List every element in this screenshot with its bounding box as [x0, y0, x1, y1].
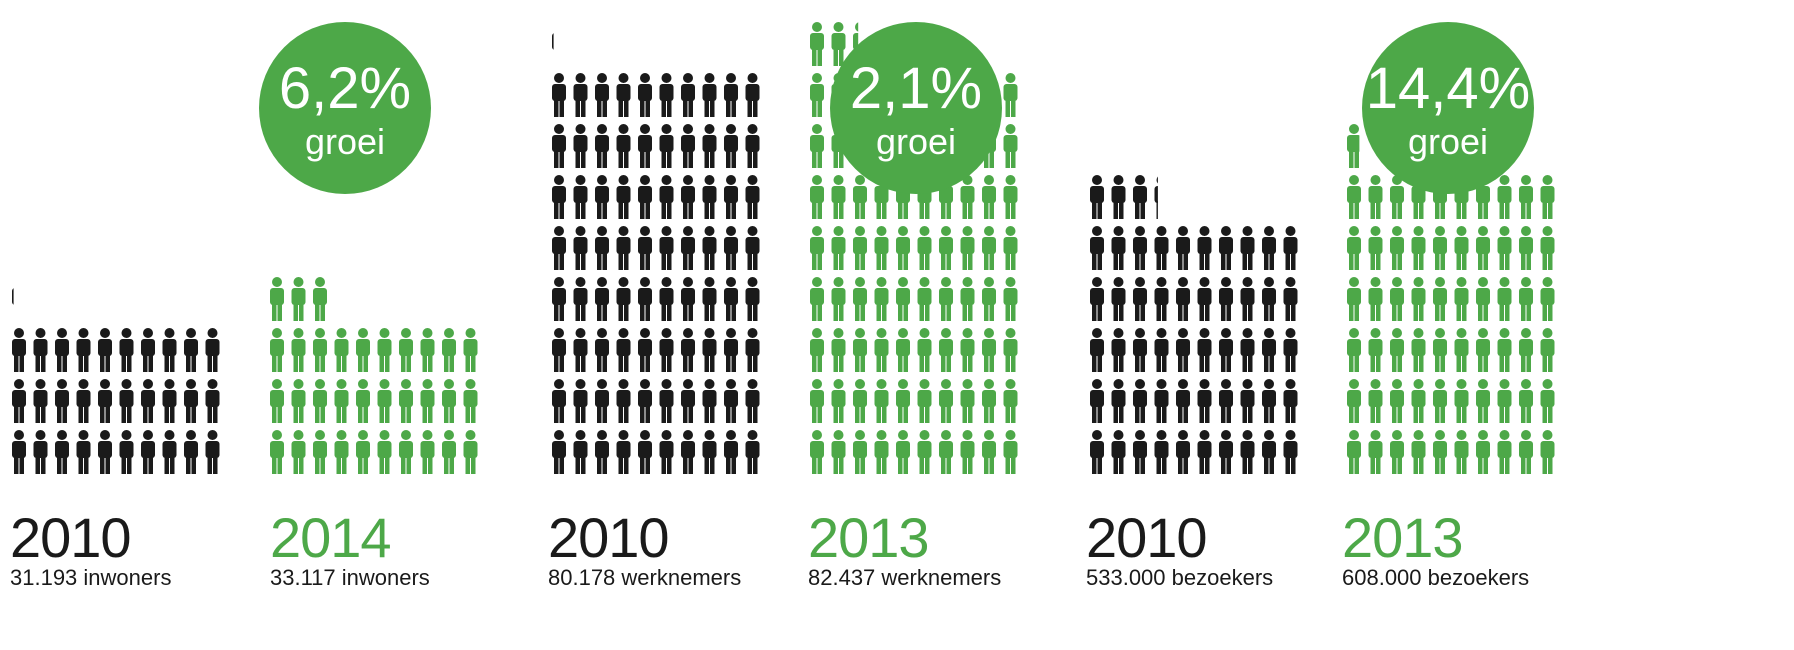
year-label-g2-2010: 2010 — [548, 506, 670, 569]
growth-percent-werknemers: 2,1% — [849, 56, 983, 121]
year-label-g3-2010: 2010 — [1086, 506, 1208, 569]
year-label-g1-2010: 2010 — [10, 506, 132, 569]
year-label-g3-2013: 2013 — [1342, 506, 1464, 569]
growth-label-werknemers: groei — [875, 121, 957, 162]
year-label-g1-2014: 2014 — [270, 506, 392, 569]
caption-g2-2013: 82.437 werknemers — [808, 565, 1002, 590]
caption-g2-2010: 80.178 werknemers — [548, 565, 742, 590]
pictogram-bar-bezoekers-2010 — [1090, 175, 1298, 474]
caption-g1-2014: 33.117 inwoners — [270, 565, 430, 590]
growth-percent-bezoekers: 14,4% — [1365, 56, 1531, 121]
caption-g3-2010: 533.000 bezoekers — [1086, 565, 1274, 590]
growth-label-bezoekers: groei — [1407, 121, 1489, 162]
year-label-g2-2013: 2013 — [808, 506, 930, 569]
growth-badge-werknemers: 2,1% groei — [830, 22, 1002, 194]
pictogram-bar-inwoners-2014 — [270, 277, 478, 474]
growth-percent-inwoners: 6,2% — [278, 56, 412, 121]
growth-badge-bezoekers: 14,4% groei — [1362, 22, 1534, 194]
caption-g1-2010: 31.193 inwoners — [10, 565, 172, 590]
growth-label-inwoners: groei — [304, 121, 386, 162]
pictogram-bar-inwoners-2010 — [12, 288, 220, 474]
caption-g3-2013: 608.000 bezoekers — [1342, 565, 1530, 590]
growth-badge-inwoners: 6,2% groei — [259, 22, 431, 194]
pictogram-bar-werknemers-2010 — [552, 33, 760, 474]
